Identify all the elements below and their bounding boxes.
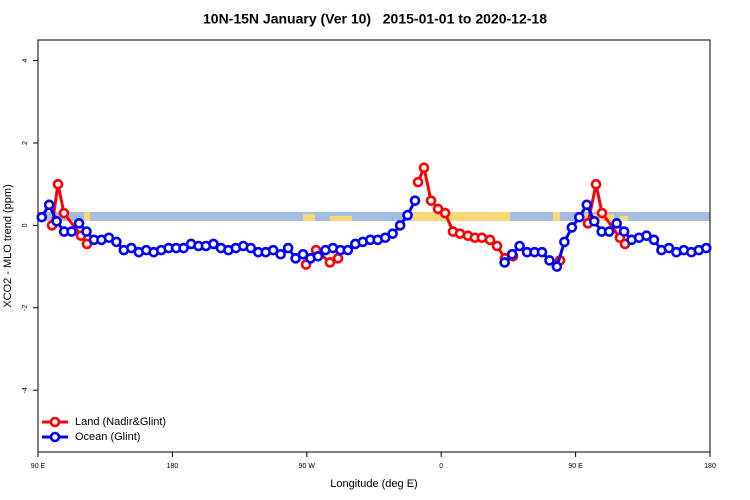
chart-title: 10N-15N January (Ver 10) 2015-01-01 to 2…	[203, 11, 547, 27]
data-point	[499, 257, 510, 268]
data-point	[611, 218, 622, 229]
data-point	[245, 242, 257, 254]
x-tick-label: 180	[704, 463, 716, 470]
data-point	[412, 176, 424, 188]
data-point	[491, 240, 503, 252]
y-tick-label: 2	[22, 141, 29, 145]
land-patch	[330, 216, 352, 221]
data-point	[36, 211, 48, 223]
data-point	[267, 244, 279, 256]
data-point	[551, 261, 563, 272]
data-point	[111, 236, 122, 248]
data-point	[596, 207, 608, 219]
data-point	[648, 234, 660, 246]
legend-marker	[49, 416, 61, 428]
data-point	[312, 250, 324, 262]
land-mask-band	[38, 212, 710, 221]
data-point	[275, 248, 286, 260]
land-patch	[303, 214, 315, 221]
data-point	[58, 207, 70, 219]
data-point	[324, 257, 336, 268]
x-tick-label: 90 E	[31, 463, 46, 470]
data-point	[409, 195, 421, 206]
x-tick-label: 0	[439, 463, 443, 470]
x-tick-label: 90 W	[299, 463, 316, 470]
land-patch	[620, 216, 628, 221]
data-point	[43, 199, 55, 211]
data-point	[208, 238, 219, 250]
y-tick-label: 0	[22, 223, 29, 227]
data-point	[574, 211, 585, 223]
x-tick-label: 180	[167, 463, 179, 470]
data-point	[536, 246, 548, 258]
land-patch	[412, 212, 510, 221]
legend-label: Land (Nadir&Glint)	[75, 416, 166, 428]
y-tick-label: -2	[22, 305, 29, 311]
data-point	[332, 253, 344, 264]
data-point	[282, 242, 294, 254]
data-point	[506, 248, 518, 260]
data-point	[387, 228, 398, 239]
y-tick-label: 4	[22, 59, 29, 63]
data-point	[66, 226, 77, 237]
y-axis-label: XCO2 - MLO trend (ppm)	[2, 184, 14, 307]
data-point	[103, 232, 115, 244]
land-patch	[84, 212, 90, 221]
data-point	[81, 226, 92, 237]
data-point	[581, 199, 593, 211]
data-point	[618, 226, 630, 237]
data-point	[700, 242, 712, 254]
data-point	[51, 215, 62, 227]
data-point	[418, 162, 430, 174]
data-point	[439, 207, 451, 219]
data-point	[663, 242, 675, 254]
x-axis-label: Longitude (deg E)	[330, 478, 417, 490]
x-tick-label: 90 E	[568, 463, 583, 470]
data-point	[126, 242, 137, 254]
data-point	[297, 248, 309, 260]
data-point	[590, 178, 602, 190]
data-point	[641, 230, 652, 241]
legend-marker	[49, 431, 61, 443]
land-patch	[553, 212, 560, 221]
data-point	[290, 253, 301, 264]
data-point	[394, 220, 406, 231]
data-point	[603, 226, 615, 237]
data-point	[342, 244, 354, 256]
ocean-strip	[38, 212, 710, 221]
data-point	[484, 234, 496, 246]
data-point	[588, 215, 600, 227]
data-point	[73, 218, 85, 229]
data-point	[52, 178, 64, 190]
legend-label: Ocean (Glint)	[75, 431, 140, 443]
data-point	[544, 255, 555, 266]
data-point	[566, 222, 578, 233]
data-point	[514, 240, 525, 252]
data-point	[402, 209, 413, 221]
data-point	[178, 242, 189, 254]
data-point	[476, 232, 488, 244]
y-tick-label: -4	[22, 387, 29, 393]
data-point	[559, 236, 570, 248]
data-point	[379, 232, 391, 244]
data-point	[425, 195, 437, 206]
